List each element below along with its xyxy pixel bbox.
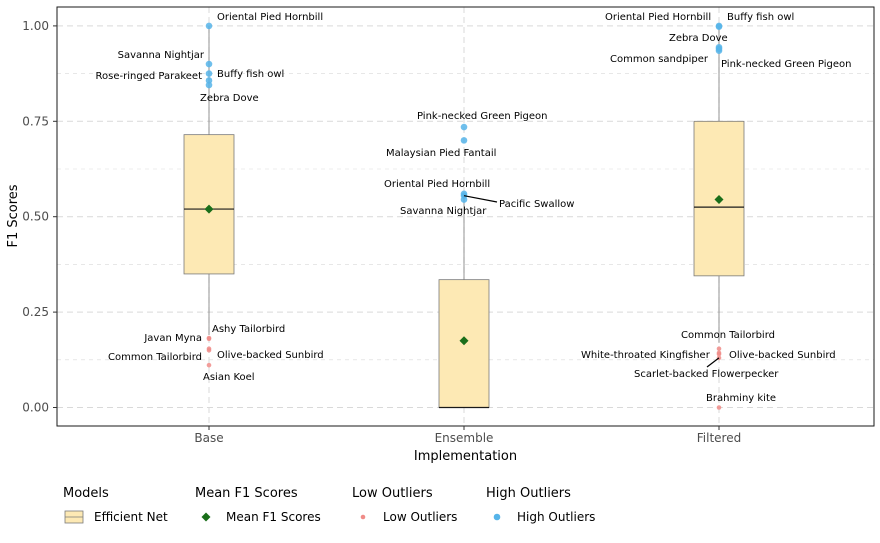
outlier-annotation: Pink-necked Green Pigeon — [721, 59, 851, 70]
y-tick-label: 0.75 — [22, 114, 49, 128]
outlier-annotation: Zebra Dove — [669, 33, 728, 44]
annotation-leader-line — [706, 357, 720, 368]
legend-label: Mean F1 Scores — [226, 510, 321, 524]
low-outlier-point — [716, 405, 722, 410]
high-outlier-point — [460, 196, 468, 203]
outlier-annotation: Common Tailorbird — [681, 330, 775, 341]
outlier-annotation: Brahminy kite — [706, 393, 776, 404]
annotation-leader-line — [463, 195, 498, 203]
outlier-annotation: Pink-necked Green Pigeon — [417, 111, 547, 122]
x-tick-label: Filtered — [697, 431, 741, 445]
mean-marker — [204, 204, 214, 214]
x-tick-label: Base — [194, 431, 223, 445]
legend-title: Low Outliers — [352, 486, 433, 501]
legend-key-diamond — [201, 512, 211, 522]
y-tick-label: 1.00 — [22, 19, 49, 33]
outlier-annotation: Savanna Nightjar — [400, 206, 487, 217]
outlier-annotation: Rose-ringed Parakeet — [96, 71, 203, 82]
outlier-annotation: Oriental Pied Hornbill — [384, 179, 490, 190]
legend-key-high-outlier — [493, 513, 501, 521]
outlier-annotation: White-throated Kingfisher — [581, 350, 711, 361]
low-outlier-point — [716, 346, 722, 352]
mean-marker — [714, 195, 724, 205]
high-outlier-point — [715, 47, 723, 55]
outlier-annotation: Zebra Dove — [200, 93, 259, 104]
annotation-layer: Oriental Pied Hornbill Savanna Nightjar Bu… — [96, 12, 852, 404]
outlier-annotation: Pacific Swallow — [499, 199, 574, 210]
outlier-annotation: Ashy Tailorbird — [212, 324, 285, 335]
y-tick-label: 0.00 — [22, 401, 49, 415]
outlier-annotation: Common sandpiper — [610, 54, 709, 65]
y-tick-label: 0.50 — [22, 210, 49, 224]
outlier-annotation: Buffy fish owl — [217, 69, 284, 80]
outlier-annotation: Scarlet-backed Flowerpecker — [634, 369, 779, 380]
y-axis-title: F1 Scores — [6, 184, 21, 247]
low-outlier-point — [716, 351, 722, 357]
high-outlier-point — [205, 60, 213, 68]
high-outlier-point — [205, 77, 213, 84]
high-outlier-point — [205, 70, 213, 77]
legend-key-low-outlier — [360, 514, 366, 520]
outlier-annotation: Malaysian Pied Fantail — [386, 148, 496, 159]
outlier-annotation: Javan Myna — [143, 333, 202, 344]
x-axis-title: Implementation — [414, 449, 517, 464]
outlier-annotation: Oriental Pied Hornbill — [217, 12, 323, 23]
y-tick-label: 0.25 — [22, 305, 49, 319]
low-outlier-point — [206, 336, 212, 342]
outlier-annotation: Asian Koel — [203, 372, 255, 383]
high-outlier-point — [205, 22, 213, 30]
outlier-annotation: Buffy fish owl — [727, 12, 794, 23]
high-outlier-point — [460, 137, 468, 144]
outlier-annotation: Olive-backed Sunbird — [217, 350, 324, 361]
low-outlier-point — [206, 347, 212, 353]
outlier-layer — [204, 22, 724, 410]
low-outlier-point — [206, 362, 212, 368]
x-tick-label: Ensemble — [435, 431, 494, 445]
legend-label: Low Outliers — [383, 510, 457, 524]
legend-title: Models — [63, 486, 109, 501]
high-outlier-point — [205, 81, 213, 89]
outlier-annotation: Olive-backed Sunbird — [729, 350, 836, 361]
legend-title: Mean F1 Scores — [195, 486, 298, 501]
legend-label: Efficient Net — [94, 510, 168, 524]
outlier-annotation: Oriental Pied Hornbill — [605, 12, 711, 23]
legend: Models Efficient Net Mean F1 Scores Mean F1… — [63, 486, 595, 524]
box-base — [183, 134, 235, 275]
mean-marker — [459, 336, 469, 346]
outlier-annotation: Savanna Nightjar — [118, 50, 205, 61]
outlier-annotation: Common Tailorbird — [108, 352, 202, 363]
legend-title: High Outliers — [486, 486, 571, 501]
high-outlier-point — [715, 23, 723, 30]
legend-label: High Outliers — [517, 510, 595, 524]
axis-layer: 0.00 0.25 0.50 0.75 1.00 Base Ensemble Filtered — [22, 19, 741, 445]
high-outlier-point — [460, 123, 468, 131]
